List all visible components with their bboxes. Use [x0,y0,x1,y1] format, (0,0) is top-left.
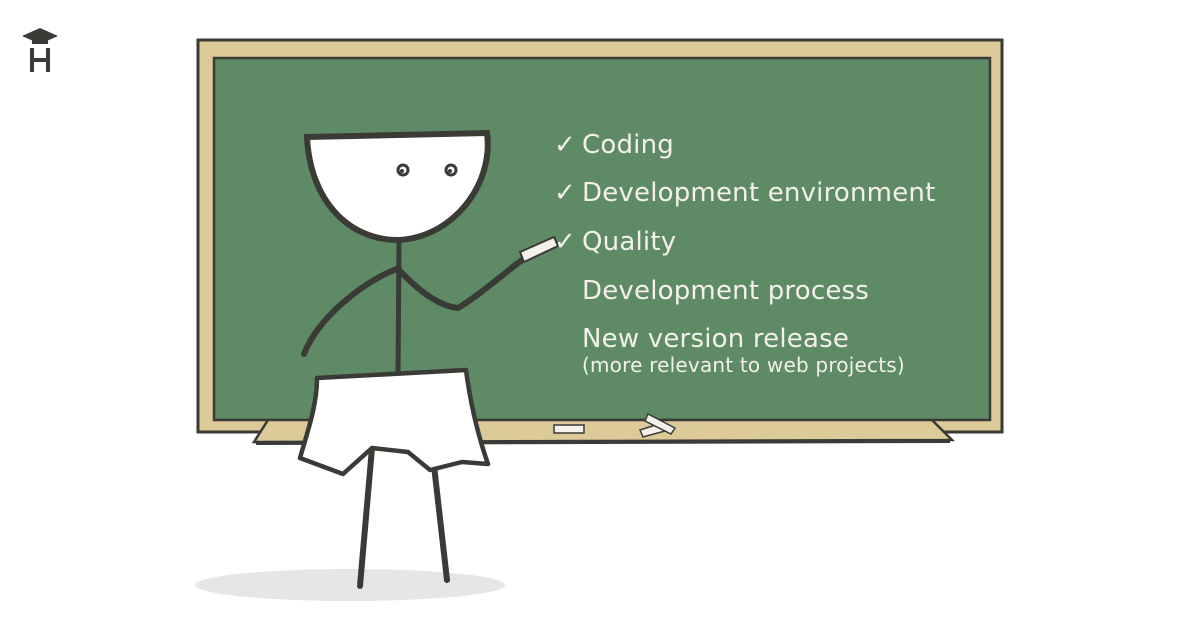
list-item-label: Development environment [582,178,936,208]
list-item-quality: ✓ Quality [554,226,677,258]
graduation-cap-logo-icon [22,28,58,72]
chalkboard-surface [212,56,992,422]
chalkboard [196,38,1004,445]
list-item-development-environment: ✓ Development environment [554,177,936,209]
chalk-piece [638,412,677,438]
list-item-coding: ✓ Coding [554,129,674,161]
list-item-label: Coding [582,130,674,160]
teacher-figure [297,129,525,589]
floor-shadow [195,569,505,601]
chalk-piece [553,424,585,434]
list-item-label: Development process [582,276,870,306]
checkmark-icon: ✓ [554,178,576,208]
checkmark-icon: ✓ [554,130,576,160]
list-item-new-version-release: New version release (more relevant to we… [582,323,905,377]
list-item-label: Quality [582,227,677,257]
chalk-in-hand [518,235,560,264]
checkmark-icon: ✓ [554,227,576,257]
list-item-development-process: Development process [582,275,869,307]
list-item-note: (more relevant to web projects) [582,353,905,377]
list-item-label: New version release [582,324,850,354]
